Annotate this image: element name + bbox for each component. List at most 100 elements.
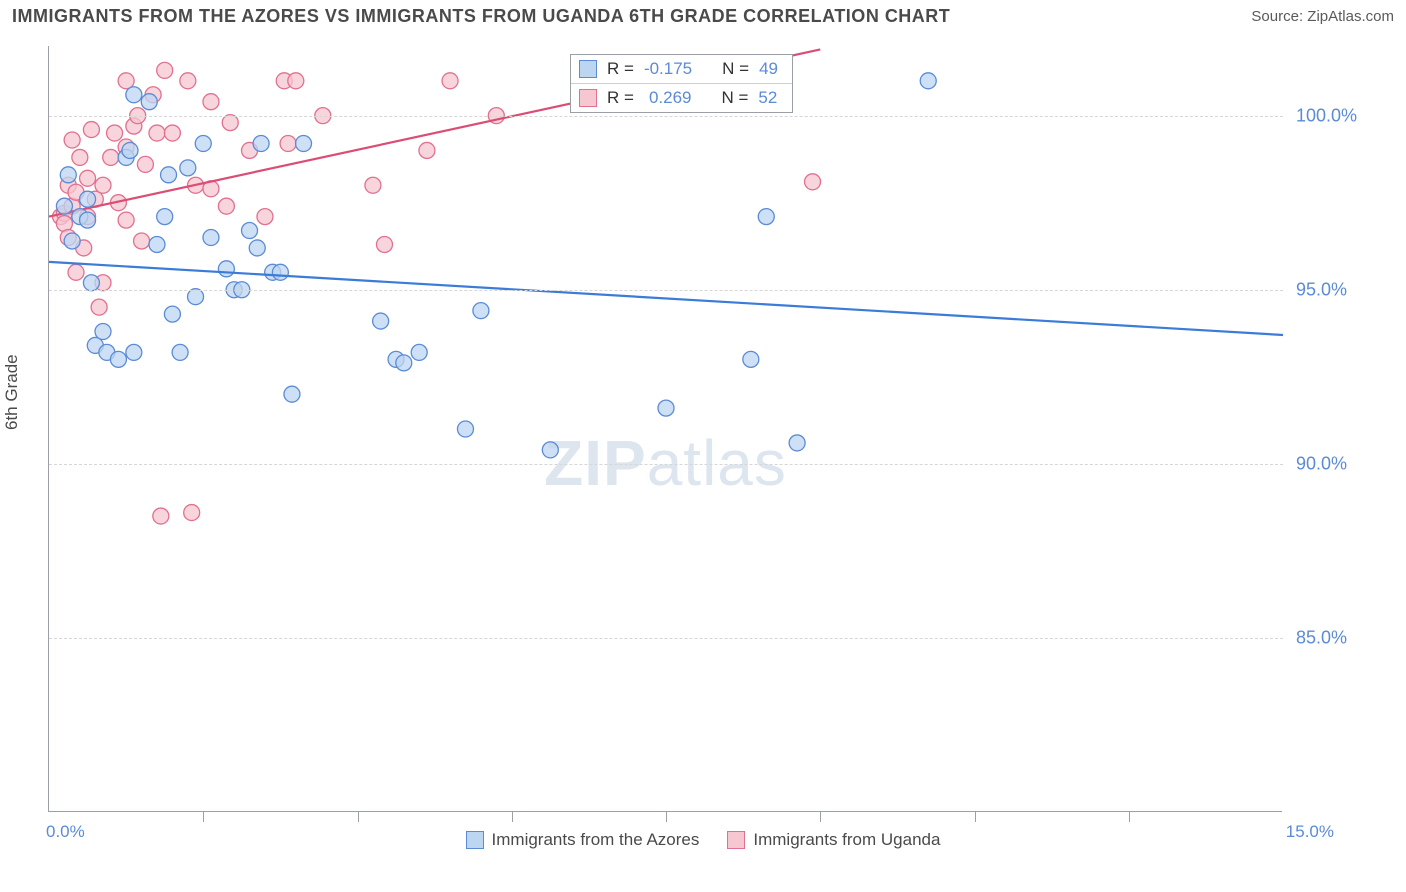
data-point[interactable] [107,125,123,141]
y-axis-label: 6th Grade [2,354,22,430]
data-point[interactable] [80,191,96,207]
data-point[interactable] [64,132,80,148]
swatch-uganda-icon [727,831,745,849]
y-tick-label: 100.0% [1296,105,1357,126]
scatter-svg [49,46,1283,812]
data-point[interactable] [280,135,296,151]
data-point[interactable] [257,209,273,225]
data-point[interactable] [161,167,177,183]
data-point[interactable] [172,344,188,360]
data-point[interactable] [80,170,96,186]
y-tick-label: 95.0% [1296,279,1347,300]
swatch-azores [579,60,597,78]
data-point[interactable] [542,442,558,458]
y-tick-label: 85.0% [1296,627,1347,648]
legend-label-uganda: Immigrants from Uganda [753,830,940,850]
data-point[interactable] [60,167,76,183]
n-label-azores: N = [722,59,749,79]
data-point[interactable] [72,149,88,165]
n-value-uganda: 52 [758,88,777,108]
data-point[interactable] [419,142,435,158]
data-point[interactable] [396,355,412,371]
data-point[interactable] [137,156,153,172]
data-point[interactable] [789,435,805,451]
data-point[interactable] [91,299,107,315]
legend-item-azores[interactable]: Immigrants from the Azores [466,830,700,850]
data-point[interactable] [249,240,265,256]
data-point[interactable] [222,115,238,131]
data-point[interactable] [126,344,142,360]
data-point[interactable] [164,306,180,322]
data-point[interactable] [284,386,300,402]
regression-line [49,262,1283,335]
data-point[interactable] [288,73,304,89]
data-point[interactable] [110,351,126,367]
data-point[interactable] [203,94,219,110]
data-point[interactable] [126,87,142,103]
data-point[interactable] [64,233,80,249]
data-point[interactable] [457,421,473,437]
data-point[interactable] [157,62,173,78]
data-point[interactable] [195,135,211,151]
data-point[interactable] [80,212,96,228]
data-point[interactable] [141,94,157,110]
x-tick-mark [203,812,204,822]
data-point[interactable] [180,160,196,176]
data-point[interactable] [56,198,72,214]
data-point[interactable] [218,261,234,277]
data-point[interactable] [272,264,288,280]
source-prefix: Source: [1251,8,1307,25]
data-point[interactable] [180,73,196,89]
data-point[interactable] [376,236,392,252]
x-tick-mark [975,812,976,822]
plot-area: ZIPatlas [48,46,1282,812]
data-point[interactable] [242,223,258,239]
legend-item-uganda[interactable]: Immigrants from Uganda [727,830,940,850]
data-point[interactable] [83,275,99,291]
data-point[interactable] [95,177,111,193]
x-tick-mark [820,812,821,822]
data-point[interactable] [411,344,427,360]
n-label-uganda: N = [721,88,748,108]
data-point[interactable] [134,233,150,249]
legend-row-azores: R = -0.175 N = 49 [571,55,792,84]
data-point[interactable] [118,212,134,228]
chart-container: IMMIGRANTS FROM THE AZORES VS IMMIGRANTS… [0,0,1406,892]
swatch-azores-icon [466,831,484,849]
gridline [49,290,1283,291]
data-point[interactable] [758,209,774,225]
data-point[interactable] [103,149,119,165]
source-link[interactable]: ZipAtlas.com [1307,8,1394,25]
data-point[interactable] [253,135,269,151]
data-point[interactable] [473,303,489,319]
data-point[interactable] [164,125,180,141]
data-point[interactable] [373,313,389,329]
data-point[interactable] [122,142,138,158]
data-point[interactable] [184,505,200,521]
data-point[interactable] [365,177,381,193]
gridline [49,116,1283,117]
legend-label-azores: Immigrants from the Azores [492,830,700,850]
data-point[interactable] [743,351,759,367]
data-point[interactable] [149,125,165,141]
data-point[interactable] [83,122,99,138]
data-point[interactable] [218,198,234,214]
x-tick-mark [512,812,513,822]
x-tick-mark [666,812,667,822]
data-point[interactable] [188,289,204,305]
chart-title: IMMIGRANTS FROM THE AZORES VS IMMIGRANTS… [12,6,950,27]
correlation-legend: R = -0.175 N = 49 R = 0.269 N = 52 [570,54,793,113]
data-point[interactable] [296,135,312,151]
data-point[interactable] [203,230,219,246]
data-point[interactable] [153,508,169,524]
data-point[interactable] [157,209,173,225]
data-point[interactable] [149,236,165,252]
data-point[interactable] [442,73,458,89]
r-label-azores: R = [607,59,634,79]
data-point[interactable] [920,73,936,89]
x-tick-mark [358,812,359,822]
data-point[interactable] [805,174,821,190]
data-point[interactable] [658,400,674,416]
data-point[interactable] [95,324,111,340]
data-point[interactable] [68,264,84,280]
